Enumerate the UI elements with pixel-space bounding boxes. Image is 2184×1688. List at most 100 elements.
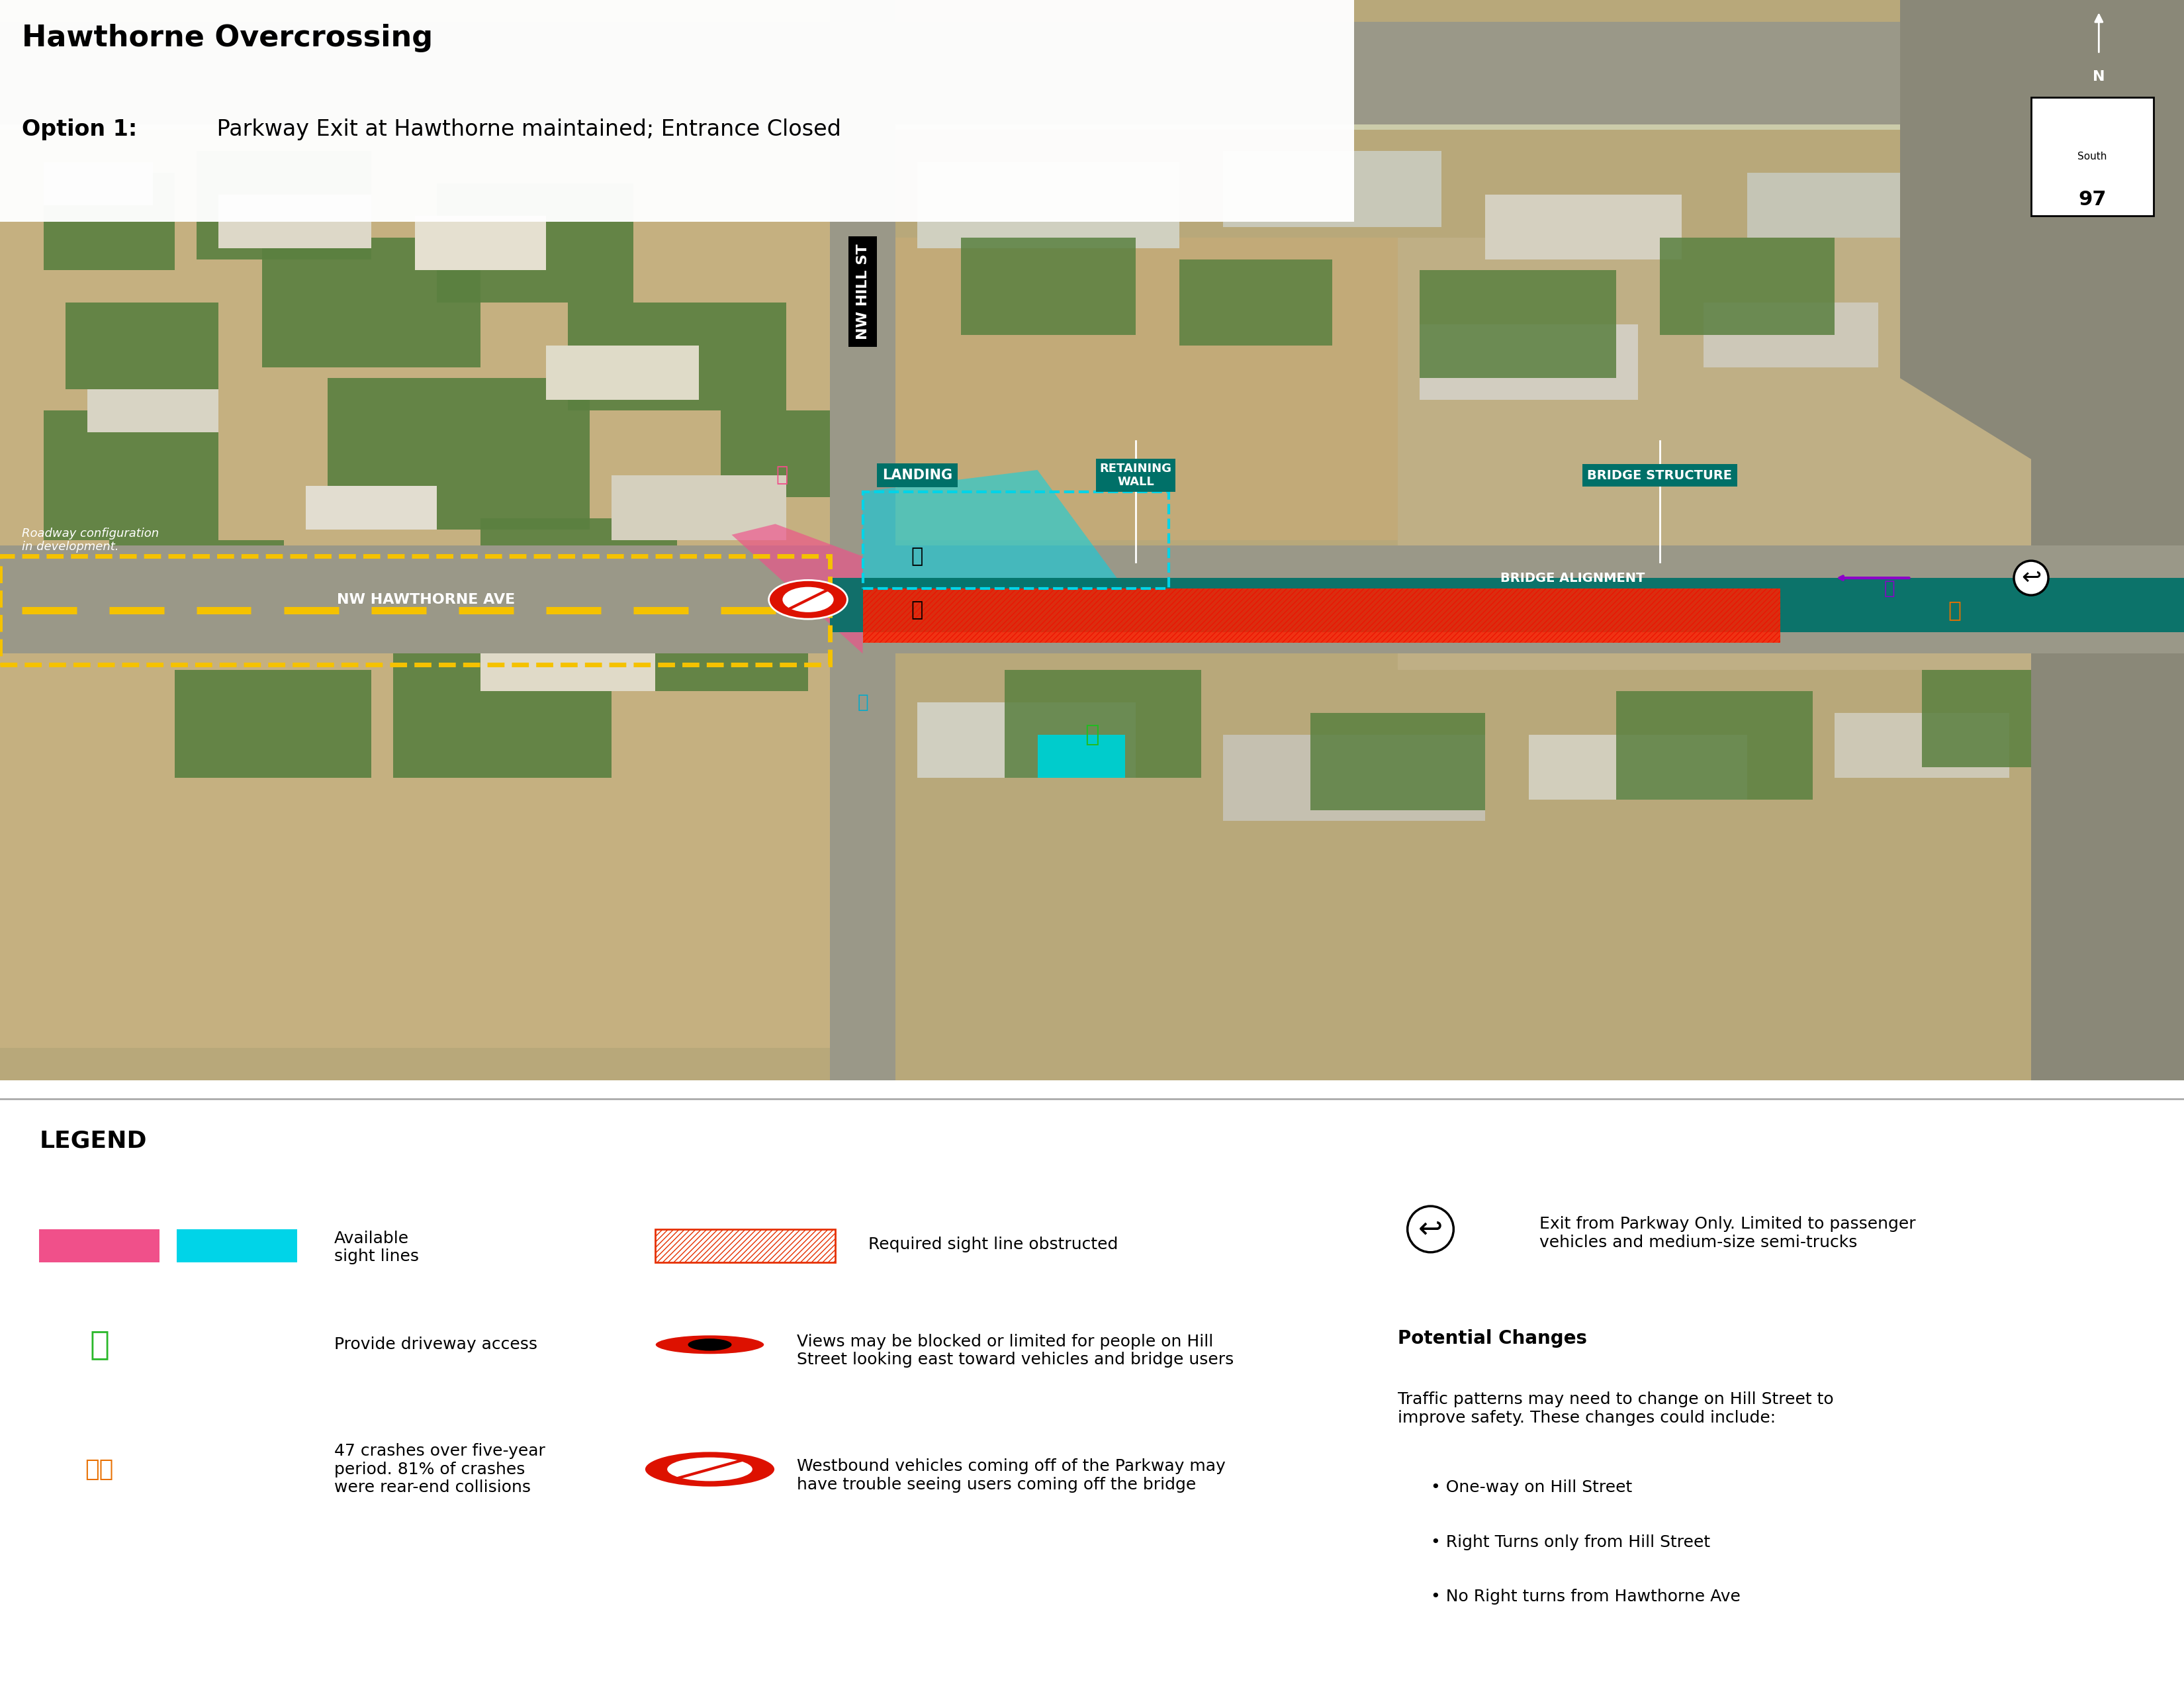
Bar xyxy=(0,22,2184,130)
Bar xyxy=(480,626,655,692)
Bar xyxy=(0,0,830,1048)
Text: • Right Turns only from Hill Street: • Right Turns only from Hill Street xyxy=(1431,1534,1710,1550)
Bar xyxy=(328,378,590,530)
Text: Provide driveway access: Provide driveway access xyxy=(334,1337,537,1352)
Bar xyxy=(44,172,175,270)
Bar xyxy=(218,194,371,248)
Polygon shape xyxy=(863,469,1125,589)
Text: Parkway Exit at Hawthorne maintained; Entrance Closed: Parkway Exit at Hawthorne maintained; En… xyxy=(210,118,841,140)
Bar xyxy=(1223,734,1485,820)
Text: LEGEND: LEGEND xyxy=(39,1129,146,1153)
Bar xyxy=(0,545,2184,653)
Circle shape xyxy=(668,1457,751,1480)
Bar xyxy=(830,0,895,1080)
Bar xyxy=(917,702,1136,778)
Text: 🚛: 🚛 xyxy=(1948,599,1961,621)
Text: Views may be blocked or limited for people on Hill
Street looking east toward ve: Views may be blocked or limited for peop… xyxy=(797,1334,1234,1367)
Ellipse shape xyxy=(655,1335,764,1354)
Bar xyxy=(863,589,1780,643)
Bar xyxy=(1616,692,1813,800)
Text: 📍: 📍 xyxy=(1085,724,1099,746)
Text: Roadway configuration
in development.: Roadway configuration in development. xyxy=(22,527,159,554)
Text: South: South xyxy=(2077,152,2108,162)
Bar xyxy=(1005,670,1201,778)
Bar xyxy=(1420,270,1616,378)
Text: Available
sight lines: Available sight lines xyxy=(334,1231,419,1264)
Bar xyxy=(44,410,218,540)
Text: 47 crashes over five-year
period. 81% of crashes
were rear-end collisions: 47 crashes over five-year period. 81% of… xyxy=(334,1443,546,1496)
Bar xyxy=(0,125,2184,130)
Bar xyxy=(1747,172,1922,238)
Text: BRIDGE ALIGNMENT: BRIDGE ALIGNMENT xyxy=(1500,572,1645,584)
Bar xyxy=(66,302,218,388)
Bar xyxy=(262,238,480,368)
Text: ↩: ↩ xyxy=(2020,567,2042,589)
Bar xyxy=(1704,302,1878,368)
Text: RETAINING
WALL: RETAINING WALL xyxy=(1099,463,1173,488)
Bar xyxy=(1922,216,2140,302)
Text: 👁: 👁 xyxy=(911,547,924,565)
Bar xyxy=(721,410,852,496)
Bar xyxy=(2031,98,2153,216)
Bar xyxy=(1966,324,2140,388)
Text: 🚗: 🚗 xyxy=(775,466,788,484)
Circle shape xyxy=(782,587,834,613)
Text: 🚗: 🚗 xyxy=(1883,579,1896,598)
Bar xyxy=(1420,324,1638,400)
Text: Westbound vehicles coming off of the Parkway may
have trouble seeing users comin: Westbound vehicles coming off of the Par… xyxy=(797,1458,1225,1492)
Text: NW HILL ST: NW HILL ST xyxy=(856,243,869,339)
Text: BRIDGE STRUCTURE: BRIDGE STRUCTURE xyxy=(1588,469,1732,481)
Circle shape xyxy=(644,1452,775,1487)
Bar xyxy=(1398,238,2184,670)
Bar xyxy=(39,1229,159,1263)
Text: 📍: 📍 xyxy=(90,1328,109,1361)
Bar xyxy=(0,557,830,665)
Bar xyxy=(109,540,284,638)
Text: N: N xyxy=(2092,71,2105,83)
Text: Option 1:: Option 1: xyxy=(22,118,138,140)
Bar xyxy=(961,238,1136,334)
Text: 🚗: 🚗 xyxy=(856,694,869,711)
Text: LANDING: LANDING xyxy=(882,469,952,483)
Bar xyxy=(480,518,677,638)
Text: Hawthorne Overcrossing: Hawthorne Overcrossing xyxy=(22,24,432,52)
Bar xyxy=(830,577,2184,631)
Bar xyxy=(874,238,1420,540)
Text: ↩: ↩ xyxy=(1417,1215,1444,1244)
Polygon shape xyxy=(2031,0,2184,1080)
Text: 💥🚗: 💥🚗 xyxy=(85,1458,114,1480)
Bar xyxy=(568,302,786,410)
Text: • No Right turns from Hawthorne Ave: • No Right turns from Hawthorne Ave xyxy=(1431,1588,1741,1605)
Text: 97: 97 xyxy=(2079,191,2105,209)
Bar xyxy=(44,162,153,206)
Polygon shape xyxy=(1900,0,2075,486)
Text: • One-way on Hill Street: • One-way on Hill Street xyxy=(1431,1479,1631,1496)
Bar xyxy=(415,216,546,270)
Bar xyxy=(655,1229,834,1263)
Bar xyxy=(175,670,371,778)
Bar xyxy=(437,184,633,302)
Bar xyxy=(0,0,1354,221)
Bar xyxy=(1900,162,2053,248)
Bar xyxy=(1223,152,1441,226)
Bar xyxy=(1835,712,2009,778)
Bar xyxy=(131,594,284,648)
Bar xyxy=(393,648,612,778)
Text: Exit from Parkway Only. Limited to passenger
vehicles and medium-size semi-truck: Exit from Parkway Only. Limited to passe… xyxy=(1540,1217,1915,1251)
Bar xyxy=(87,388,218,432)
Polygon shape xyxy=(732,523,863,653)
Bar xyxy=(546,346,699,400)
Bar xyxy=(655,594,808,692)
Bar xyxy=(1485,194,1682,260)
Bar xyxy=(612,476,786,540)
Bar xyxy=(197,152,371,260)
Bar xyxy=(1660,238,1835,334)
Bar xyxy=(306,486,437,530)
Bar xyxy=(1310,712,1485,810)
Bar xyxy=(863,491,1168,589)
Bar xyxy=(917,162,1179,248)
Text: Traffic patterns may need to change on Hill Street to
improve safety. These chan: Traffic patterns may need to change on H… xyxy=(1398,1391,1835,1426)
Bar xyxy=(1179,260,1332,346)
Circle shape xyxy=(688,1339,732,1350)
Text: Potential Changes: Potential Changes xyxy=(1398,1330,1588,1347)
